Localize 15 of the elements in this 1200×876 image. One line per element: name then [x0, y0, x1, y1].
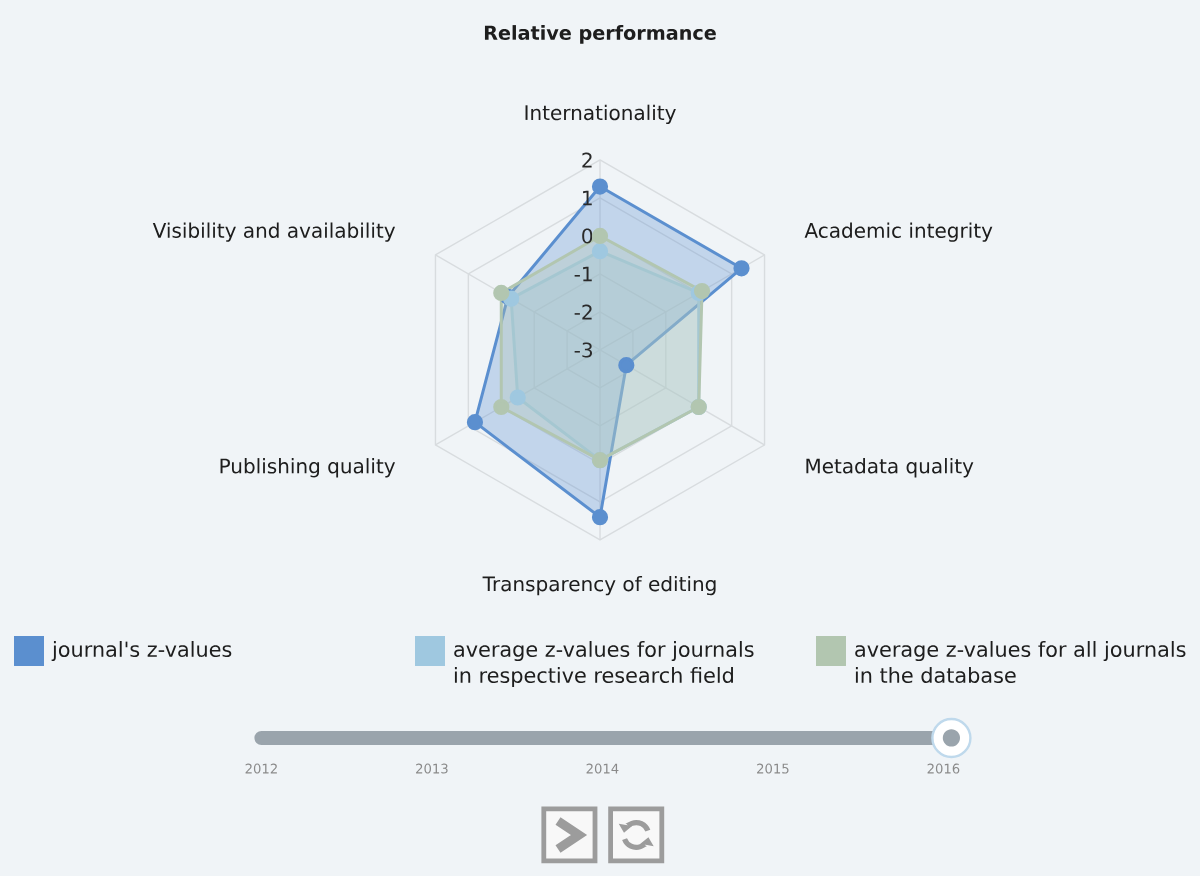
spoke-label: Academic integrity — [804, 222, 993, 242]
legend-label: average z-values for journals in respective research field — [454, 640, 754, 688]
y-tick-label: -2 — [574, 304, 592, 320]
y-tick-label: -1 — [574, 266, 592, 282]
legend-label: journal's z-values — [51, 640, 232, 662]
spoke-label: Transparency of editing — [482, 575, 716, 596]
spoke-label: Visibility and availability — [152, 222, 396, 242]
y-tick-label: 2 — [582, 152, 592, 168]
spoke-label: Internationality — [525, 104, 676, 125]
y-tick-label: 0 — [582, 228, 593, 244]
spoke-label: Publishing quality — [220, 458, 396, 478]
chart-title: Relative performance — [484, 25, 716, 44]
legend-label: average z-values for all journals in the database — [855, 640, 1186, 684]
spoke-label: Metadata quality — [806, 458, 974, 478]
y-tick-label: -3 — [574, 342, 593, 358]
